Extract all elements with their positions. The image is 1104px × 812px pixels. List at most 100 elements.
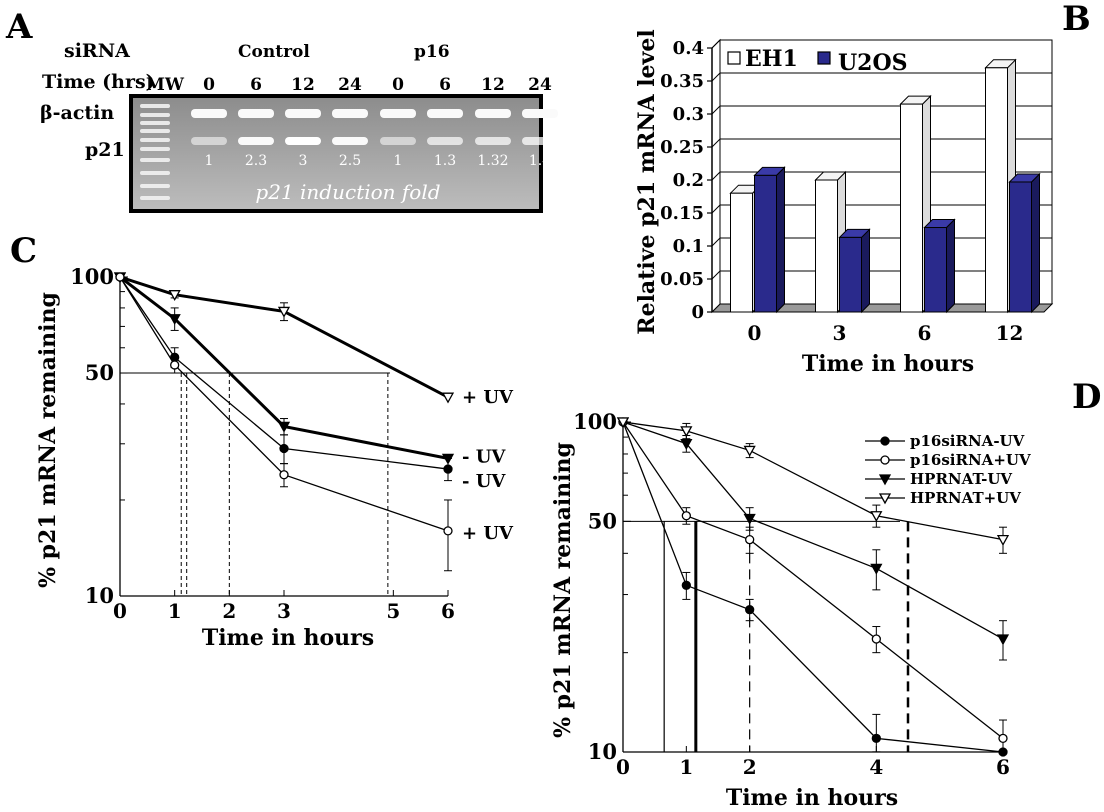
series-line xyxy=(119,276,449,470)
p21-band xyxy=(238,137,274,145)
data-point xyxy=(998,733,1008,743)
lane-time-label: 24 xyxy=(528,75,552,95)
chart-b-gridline-side xyxy=(711,39,721,49)
chart-b-x-tick-label: 0 xyxy=(748,321,762,345)
data-point xyxy=(279,470,289,480)
chart-b-gridline-side xyxy=(711,204,721,214)
chart-b-gridline-side xyxy=(711,237,721,247)
sirna-row-label: siRNA xyxy=(64,40,130,62)
x-tick-label: 4 xyxy=(869,755,883,779)
mw-ladder-band xyxy=(140,104,170,108)
legend-label: p16siRNA+UV xyxy=(910,451,1031,469)
legend-swatch-eh1 xyxy=(727,51,741,65)
fold-value: 1 xyxy=(394,153,403,169)
mw-label: MW xyxy=(146,75,185,95)
data-point xyxy=(878,474,892,486)
series-3: - UV xyxy=(115,272,506,492)
series-2: - UV xyxy=(113,272,506,467)
mw-ladder-band xyxy=(140,171,170,175)
p21-band xyxy=(427,137,463,145)
data-point xyxy=(870,511,883,523)
time-row-label: Time (hrs) xyxy=(42,71,155,93)
panel-a: A siRNA Control p16 Time (hrs) MW 0 6 12 24… xyxy=(5,7,558,213)
series-line xyxy=(119,276,449,532)
data-point xyxy=(996,535,1010,546)
data-point xyxy=(441,392,455,404)
chart-b-bar xyxy=(815,179,838,313)
chart-b-gridline-side xyxy=(711,270,721,280)
gel-bands xyxy=(140,104,558,200)
band-label-beta-actin: β-actin xyxy=(40,102,114,124)
legend-label-eh1: EH1 xyxy=(745,46,798,72)
chart-b-bar-side xyxy=(946,218,955,314)
data-point xyxy=(996,634,1010,646)
chart-b-x-tick-label: 3 xyxy=(833,321,847,345)
x-tick-label: 1 xyxy=(168,599,182,623)
chart-c-y-axis-label: % p21 mRNA remaining xyxy=(35,292,61,588)
lane-time-label: 0 xyxy=(203,75,215,95)
x-tick-label: 6 xyxy=(441,599,455,623)
x-tick-label: 2 xyxy=(743,755,757,779)
data-point xyxy=(616,417,630,429)
chart-b-bar xyxy=(839,236,862,313)
chart-b: 0 0.05 0.1 0.15 0.2 0.25 0.3 0.35 0.4 0 3 6 12 Rela… xyxy=(634,29,1054,377)
lane-time-label: 0 xyxy=(392,75,404,95)
data-point xyxy=(115,272,125,282)
series-end-label: + UV xyxy=(462,387,514,408)
data-point xyxy=(743,513,756,525)
mw-ladder-band xyxy=(140,113,170,117)
data-point xyxy=(170,360,180,370)
chart-b-y-tick-label: 0.05 xyxy=(660,269,704,290)
data-point xyxy=(681,580,691,590)
chart-d-x-axis-label: Time in hours xyxy=(726,785,898,811)
p21-band xyxy=(475,137,511,145)
fold-value: 1.32 xyxy=(477,153,508,169)
chart-b-y-tick-label: 0.35 xyxy=(660,71,704,92)
x-tick-label: 2 xyxy=(222,599,236,623)
data-point xyxy=(871,634,881,644)
p21-band xyxy=(191,137,227,145)
chart-b-bar-side xyxy=(861,228,870,314)
fold-values: 1 2.3 3 2.5 1 1.3 1.32 1.4 xyxy=(205,153,552,169)
series-end-label: + UV xyxy=(462,523,514,544)
series-end-label: - UV xyxy=(462,446,506,467)
x-tick-label: 0 xyxy=(616,755,630,779)
panel-a-letter: A xyxy=(5,7,33,47)
chart-b-gridline-side xyxy=(711,171,721,181)
p21-band xyxy=(285,137,321,145)
data-point xyxy=(745,535,755,545)
panel-b: B 0 0.05 0.1 0.15 0.2 0.25 0.3 0.35 0.4 0 3 6 12 Re… xyxy=(634,0,1091,377)
chart-b-bars xyxy=(729,58,1041,314)
series-line xyxy=(119,275,449,399)
mw-ladder-band xyxy=(140,158,170,162)
chart-c-x-axis-label: Time in hours xyxy=(202,625,374,651)
data-point xyxy=(743,445,756,457)
y-tick-label: 100 xyxy=(573,409,617,434)
chart-b-x-ticks: 0 3 6 12 xyxy=(748,321,1024,345)
data-point xyxy=(277,306,291,318)
y-tick-label: 50 xyxy=(588,508,617,533)
data-point xyxy=(880,455,890,465)
x-tick-label: 6 xyxy=(996,755,1010,779)
legend-label: HPRNAT+UV xyxy=(910,489,1021,507)
beta-actin-band xyxy=(332,109,368,118)
chart-b-gridline-side xyxy=(711,138,721,148)
data-point xyxy=(277,421,291,433)
x-tick-label: 5 xyxy=(386,599,400,623)
x-tick-label: 3 xyxy=(277,599,291,623)
chart-b-y-ticks: 0 0.05 0.1 0.15 0.2 0.25 0.3 0.35 0.4 xyxy=(660,38,713,323)
p21-band xyxy=(380,137,416,145)
beta-actin-band xyxy=(427,109,463,118)
chart-b-bar xyxy=(754,174,777,313)
chart-b-y-tick-label: 0.2 xyxy=(673,170,704,191)
data-point xyxy=(871,733,881,743)
data-point xyxy=(745,604,755,615)
p21-band xyxy=(522,137,558,145)
chart-b-y-tick-label: 0.25 xyxy=(660,137,704,158)
chart-b-bar-side xyxy=(776,166,785,314)
fold-value: 2.3 xyxy=(245,153,267,169)
chart-b-bar xyxy=(924,227,947,313)
panel-c: C 10 50 100 0 1 2 3 5 6 + UV - UV - UV + UV % p21 mR… xyxy=(10,231,514,651)
chart-b-bar xyxy=(985,67,1008,313)
